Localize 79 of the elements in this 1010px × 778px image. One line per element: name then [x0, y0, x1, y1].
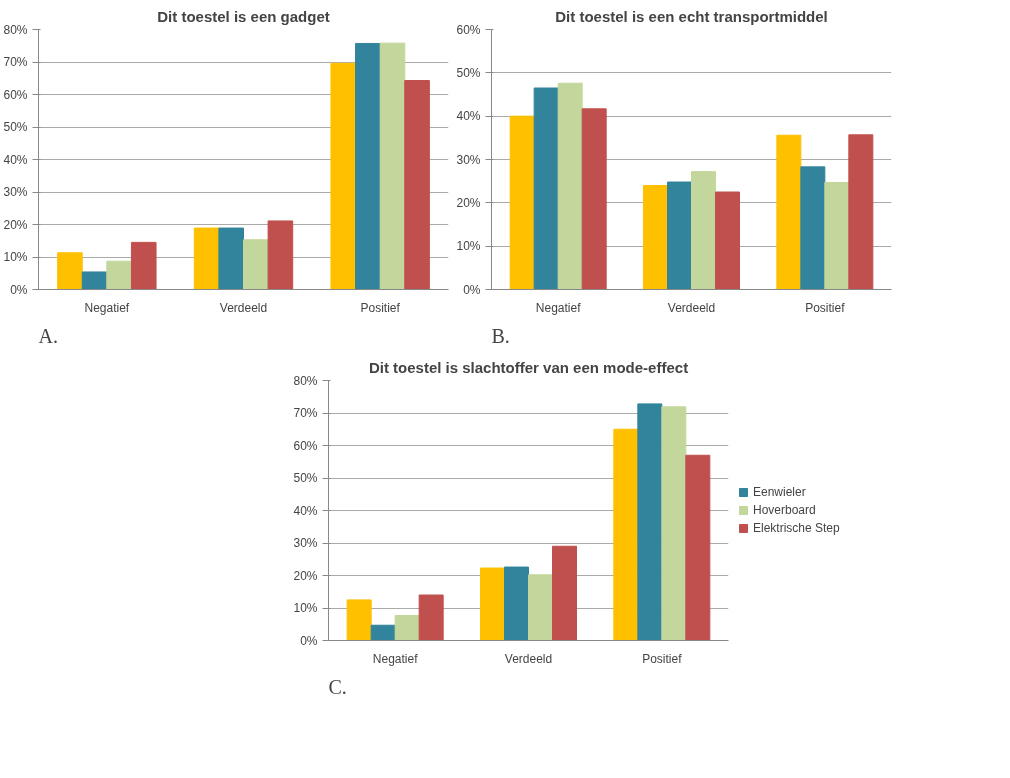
legend-label: Elektrische Step: [753, 521, 840, 535]
bar: [193, 227, 220, 290]
bar: [418, 594, 444, 641]
bar: [480, 567, 505, 641]
x-tick-label: Positief: [805, 300, 846, 315]
x-tick-label: Negatief: [535, 300, 582, 315]
bar: [800, 166, 826, 290]
bar: [346, 599, 372, 641]
y-tick-label: 50%: [3, 120, 28, 134]
bar: [355, 42, 381, 290]
bar: [370, 624, 396, 641]
y-tick-label: 70%: [3, 55, 28, 69]
x-tick-label: Positief: [360, 300, 401, 315]
chart-title: Dit toestel is een gadget: [157, 7, 330, 25]
y-tick-label: 70%: [293, 406, 318, 420]
chart-title: Dit toestel is slachtoffer van een mode-effect: [368, 358, 689, 376]
bar: [557, 82, 583, 290]
bar: [130, 241, 157, 290]
bar: [667, 181, 692, 290]
bar: [504, 566, 529, 641]
y-tick-label: 60%: [3, 87, 28, 102]
bar: [81, 271, 108, 290]
bar: [330, 62, 357, 290]
y-tick-label: 40%: [456, 109, 481, 124]
text: C.: [328, 675, 347, 698]
bar: [824, 181, 850, 290]
bar: [613, 428, 639, 641]
bar: [379, 42, 406, 290]
y-tick-label: 50%: [456, 65, 481, 80]
bar: [581, 108, 607, 290]
y-tick-label: 50%: [293, 471, 318, 485]
y-tick-label: 40%: [293, 503, 318, 518]
bar: [243, 239, 269, 290]
y-tick-label: 20%: [293, 568, 318, 583]
bar: [776, 134, 802, 290]
bar: [218, 227, 244, 290]
bar: [637, 403, 663, 641]
y-tick-label: 60%: [293, 438, 318, 453]
bar: [661, 406, 687, 641]
x-tick-label: Verdeeld: [504, 651, 553, 666]
bar: [404, 80, 430, 290]
text: A.: [38, 324, 58, 347]
bar: [509, 115, 535, 290]
x-tick-label: Negatief: [84, 300, 130, 315]
bar: [715, 191, 740, 290]
y-tick-label: 20%: [456, 195, 481, 210]
bar: [533, 87, 559, 290]
y-tick-label: 30%: [3, 185, 28, 199]
legend-label: Eenwieler: [753, 485, 806, 499]
y-tick-label: 80%: [3, 22, 28, 37]
bar: [106, 260, 132, 290]
bar: [267, 220, 294, 290]
x-tick-label: Positief: [642, 651, 683, 666]
y-tick-label: 40%: [3, 152, 28, 167]
bar: [643, 185, 668, 290]
y-tick-label: 10%: [3, 250, 28, 264]
legend-label: Hoverboard: [753, 503, 816, 517]
bar: [685, 454, 711, 641]
y-tick-label: 20%: [3, 217, 28, 232]
y-tick-label: 30%: [293, 536, 318, 550]
y-tick-label: 0%: [300, 633, 318, 648]
chart-title: Dit toestel is een echt transportmiddel: [555, 7, 828, 25]
bar: [394, 614, 420, 641]
y-tick-label: 10%: [456, 239, 481, 254]
bar: [848, 134, 874, 290]
bar: [57, 252, 83, 290]
y-tick-label: 0%: [10, 282, 28, 297]
bar: [552, 545, 577, 641]
y-tick-label: 30%: [456, 152, 481, 167]
y-tick-label: 60%: [456, 22, 481, 37]
x-tick-label: Verdeeld: [219, 300, 268, 315]
x-tick-label: Negatief: [372, 651, 419, 666]
y-tick-label: 0%: [463, 282, 481, 297]
text: B.: [491, 324, 510, 347]
y-tick-label: 80%: [293, 373, 318, 388]
bar: [528, 574, 553, 641]
x-tick-label: Verdeeld: [667, 300, 716, 315]
bar: [691, 171, 716, 290]
y-tick-label: 10%: [293, 601, 318, 615]
